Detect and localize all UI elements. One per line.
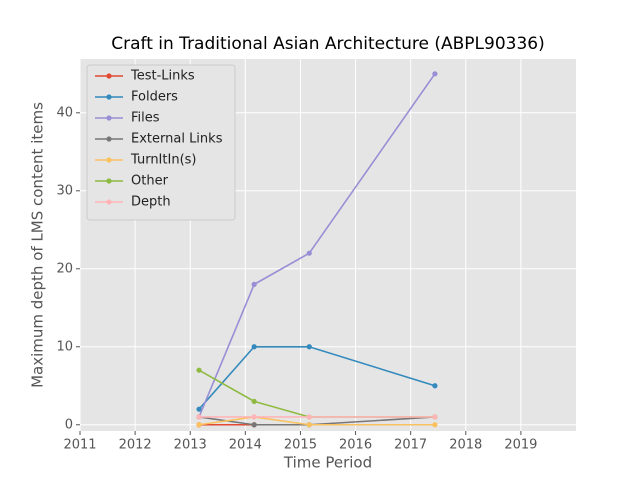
data-point	[251, 281, 257, 287]
legend-label: Folders	[131, 90, 178, 105]
legend-label: External Links	[131, 132, 223, 147]
legend-marker	[106, 73, 112, 79]
legend-marker	[106, 136, 112, 142]
data-point	[251, 422, 257, 428]
x-tick-label: 2017	[394, 438, 427, 453]
data-point	[196, 422, 202, 428]
data-point	[432, 71, 438, 77]
data-point	[432, 383, 438, 389]
data-point	[196, 367, 202, 373]
x-tick-label: 2018	[449, 438, 482, 453]
lines	[196, 71, 438, 428]
data-point	[306, 414, 312, 420]
x-tick-label: 2013	[174, 438, 207, 453]
data-point	[251, 398, 257, 404]
legend-label: Files	[131, 111, 160, 126]
data-point	[306, 250, 312, 256]
data-point	[196, 414, 202, 420]
x-axis-label: Time Period	[283, 454, 372, 472]
x-tick-label: 2019	[504, 438, 537, 453]
chart-title: Craft in Traditional Asian Architecture …	[111, 34, 545, 54]
legend-marker	[106, 178, 112, 184]
legend-marker	[106, 94, 112, 100]
x-tick-label: 2016	[339, 438, 372, 453]
legend-box	[86, 64, 236, 221]
data-point	[432, 414, 438, 420]
y-tick-label: 30	[56, 183, 73, 198]
y-tick-label: 10	[56, 339, 73, 354]
legend-label: TurnItIn(s)	[130, 153, 196, 168]
x-tick-label: 2012	[119, 438, 152, 453]
x-tick-label: 2015	[284, 438, 317, 453]
series-line	[198, 73, 436, 418]
legend-label: Depth	[131, 195, 171, 210]
series-line	[198, 345, 436, 410]
data-point	[196, 406, 202, 412]
y-tick-label: 0	[65, 417, 73, 432]
x-tick-label: 2011	[63, 438, 96, 453]
legend-marker	[106, 157, 112, 163]
legend-label: Test-Links	[130, 69, 195, 84]
legend-marker	[106, 199, 112, 205]
data-point	[432, 422, 438, 428]
series-line	[198, 416, 435, 426]
data-point	[251, 344, 257, 350]
data-point	[306, 422, 312, 428]
data-point	[251, 414, 257, 420]
data-point	[306, 344, 312, 350]
legend-label: Other	[131, 174, 169, 189]
legend-marker	[106, 115, 112, 121]
y-tick-label: 20	[56, 261, 73, 276]
y-tick-label: 40	[56, 105, 73, 120]
x-tick-label: 2014	[229, 438, 262, 453]
y-axis-label: Maximum depth of LMS content items	[29, 102, 47, 388]
